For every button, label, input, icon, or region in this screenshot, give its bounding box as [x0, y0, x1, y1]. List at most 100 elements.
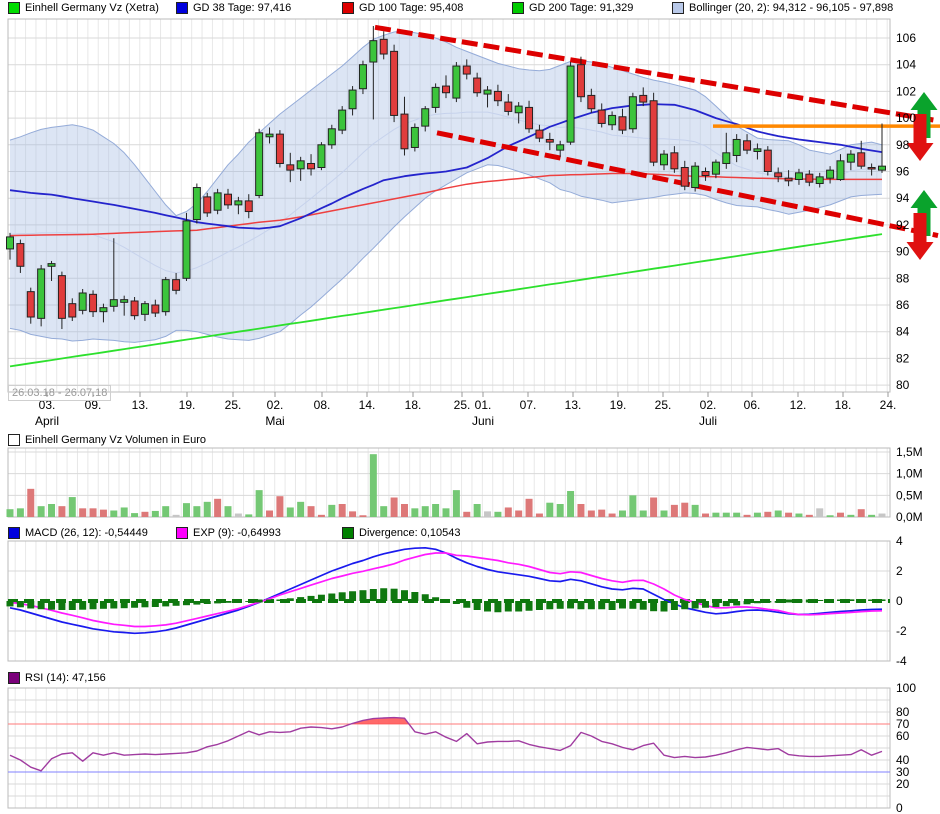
legend-swatch-icon	[342, 2, 354, 14]
legend-swatch-icon	[8, 672, 20, 684]
svg-text:86: 86	[896, 298, 910, 312]
svg-text:100: 100	[896, 111, 916, 125]
svg-text:18.: 18.	[405, 398, 422, 412]
legend-swatch-icon	[8, 2, 20, 14]
legend-item-label: Bollinger (20, 2): 94,312 - 96,105 - 97,…	[689, 2, 894, 14]
legend-item: GD 38 Tage: 97,416	[176, 2, 291, 14]
candlesticks	[6, 25, 886, 330]
volume-bars	[6, 454, 886, 517]
macd-axis-labels: 4 2 0 -2 -4	[896, 534, 907, 668]
svg-text:Juni: Juni	[472, 414, 494, 428]
svg-text:07.: 07.	[520, 398, 537, 412]
svg-text:0,5M: 0,5M	[896, 488, 923, 502]
svg-text:82: 82	[896, 351, 910, 365]
svg-text:25.: 25.	[225, 398, 242, 412]
signal-arrows	[906, 92, 938, 260]
svg-text:09.: 09.	[85, 398, 102, 412]
legend-swatch-icon	[8, 527, 20, 539]
svg-text:1,5M: 1,5M	[896, 445, 923, 459]
sell-signal-arrow-icon	[906, 213, 934, 260]
svg-text:98: 98	[896, 138, 910, 152]
legend-item-label: RSI (14): 47,156	[25, 672, 106, 684]
date-range-label: 26.03.18 - 26.07.18	[8, 385, 112, 401]
svg-text:08.: 08.	[314, 398, 331, 412]
legend-swatch-icon	[8, 434, 20, 446]
volume-legend: Einhell Germany Vz Volumen in Euro	[0, 434, 940, 449]
svg-text:13.: 13.	[565, 398, 582, 412]
svg-text:25.: 25.	[454, 398, 471, 412]
legend-item: Einhell Germany Vz Volumen in Euro	[8, 434, 206, 446]
legend-item-label: EXP (9): -0,64993	[193, 527, 281, 539]
macd-legend: MACD (26, 12): -0,54449 EXP (9): -0,64993…	[0, 527, 940, 542]
svg-text:0: 0	[896, 594, 903, 608]
svg-text:102: 102	[896, 84, 916, 98]
svg-text:2: 2	[896, 564, 903, 578]
legend-item-label: GD 200 Tage: 91,329	[529, 2, 634, 14]
svg-text:13.: 13.	[132, 398, 149, 412]
svg-text:4: 4	[896, 534, 903, 548]
x-axis-labels: 03. 09. 13. 19. 25. 02. 08. 14. 18. 25. 01. 07. 13. 1…	[35, 392, 896, 428]
svg-text:-4: -4	[896, 654, 907, 668]
price-axis-labels: 106 104 102 100 98 96 94 92 90 88 86 84 82 80	[896, 31, 916, 392]
svg-text:Mai: Mai	[265, 414, 284, 428]
svg-text:12.: 12.	[790, 398, 807, 412]
svg-text:106: 106	[896, 31, 916, 45]
svg-text:-2: -2	[896, 624, 907, 638]
svg-text:24.: 24.	[880, 398, 897, 412]
svg-text:0,0M: 0,0M	[896, 510, 923, 524]
legend-item-label: Einhell Germany Vz Volumen in Euro	[25, 434, 206, 446]
svg-text:84: 84	[896, 325, 910, 339]
svg-text:100: 100	[896, 681, 916, 695]
svg-text:30: 30	[896, 765, 910, 779]
svg-text:80: 80	[896, 378, 910, 392]
legend-item: Bollinger (20, 2): 94,312 - 96,105 - 97,…	[672, 2, 893, 14]
svg-text:40: 40	[896, 753, 910, 767]
svg-text:1,0M: 1,0M	[896, 467, 923, 481]
legend-item: RSI (14): 47,156	[8, 672, 106, 684]
legend-item-label: GD 100 Tage: 95,408	[359, 2, 464, 14]
svg-text:90: 90	[896, 245, 910, 259]
legend-swatch-icon	[512, 2, 524, 14]
sell-signal-arrow-icon	[906, 114, 934, 161]
legend-item-label: Einhell Germany Vz (Xetra)	[25, 2, 159, 14]
legend-item: GD 100 Tage: 95,408	[342, 2, 463, 14]
volume-axis-labels: 1,5M 1,0M 0,5M 0,0M	[896, 445, 923, 524]
legend-item: MACD (26, 12): -0,54449	[8, 527, 148, 539]
rsi-legend: RSI (14): 47,156	[0, 672, 940, 687]
legend-item: Einhell Germany Vz (Xetra)	[8, 2, 159, 14]
legend-item-label: GD 38 Tage: 97,416	[193, 2, 292, 14]
svg-text:60: 60	[896, 729, 910, 743]
svg-text:14.: 14.	[359, 398, 376, 412]
svg-text:80: 80	[896, 705, 910, 719]
price-legend: Einhell Germany Vz (Xetra) GD 38 Tage: 97…	[0, 2, 940, 17]
legend-swatch-icon	[176, 527, 188, 539]
macd-histogram	[6, 588, 886, 613]
legend-item: EXP (9): -0,64993	[176, 527, 281, 539]
volume-panel	[7, 447, 891, 518]
svg-text:19.: 19.	[610, 398, 627, 412]
legend-item: GD 200 Tage: 91,329	[512, 2, 633, 14]
svg-text:19.: 19.	[179, 398, 196, 412]
svg-text:92: 92	[896, 218, 910, 232]
svg-text:96: 96	[896, 165, 910, 179]
legend-item-label: Divergence: 0,10543	[359, 527, 461, 539]
legend-swatch-icon	[176, 2, 188, 14]
legend-swatch-icon	[342, 527, 354, 539]
legend-item-label: MACD (26, 12): -0,54449	[25, 527, 148, 539]
svg-text:88: 88	[896, 271, 910, 285]
svg-text:70: 70	[896, 717, 910, 731]
svg-text:06.: 06.	[744, 398, 761, 412]
svg-text:25.: 25.	[655, 398, 672, 412]
svg-text:April: April	[35, 414, 59, 428]
price-panel	[7, 18, 940, 393]
rsi-panel	[7, 687, 891, 809]
svg-text:Juli: Juli	[699, 414, 717, 428]
svg-text:94: 94	[896, 191, 910, 205]
legend-item: Divergence: 0,10543	[342, 527, 461, 539]
svg-text:20: 20	[896, 777, 910, 791]
svg-text:104: 104	[896, 58, 916, 72]
svg-text:01.: 01.	[475, 398, 492, 412]
